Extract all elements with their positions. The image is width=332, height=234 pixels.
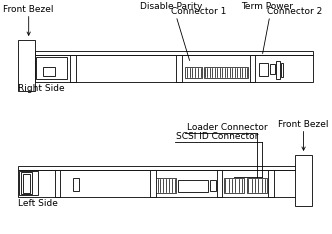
Bar [270, 64, 275, 73]
Bar [18, 170, 296, 197]
Text: Connector 1: Connector 1 [172, 7, 227, 16]
Bar [20, 171, 38, 195]
Bar [150, 170, 155, 197]
Bar [18, 40, 35, 91]
Bar [281, 63, 283, 77]
Text: Loader Connector: Loader Connector [187, 123, 268, 132]
Text: Right Side: Right Side [18, 84, 64, 93]
Bar [204, 67, 248, 78]
Bar [276, 61, 280, 79]
Bar [210, 180, 216, 191]
Bar [178, 180, 208, 192]
Bar [70, 55, 76, 82]
Bar [250, 55, 255, 82]
Bar [23, 174, 30, 193]
Bar [185, 67, 202, 78]
Text: Front Bezel: Front Bezel [278, 120, 329, 129]
Bar [35, 51, 313, 55]
Bar [18, 166, 296, 170]
Bar [217, 170, 222, 197]
Bar [259, 63, 268, 76]
Bar [42, 67, 55, 76]
Text: Connector 2: Connector 2 [267, 7, 322, 16]
Bar [21, 172, 32, 194]
Bar [247, 178, 267, 193]
Text: Disable Parity: Disable Parity [140, 2, 203, 11]
Bar [295, 155, 312, 206]
Bar [224, 178, 244, 193]
Bar [73, 178, 79, 191]
Bar [35, 55, 313, 82]
Text: Left Side: Left Side [18, 199, 58, 208]
Bar [37, 57, 67, 79]
Bar [176, 55, 182, 82]
Text: SCSI ID Connector: SCSI ID Connector [176, 132, 259, 141]
Text: Term Power: Term Power [241, 2, 293, 11]
Bar [268, 170, 274, 197]
Bar [55, 170, 60, 197]
Text: Front Bezel: Front Bezel [3, 5, 54, 14]
Bar [156, 178, 176, 193]
